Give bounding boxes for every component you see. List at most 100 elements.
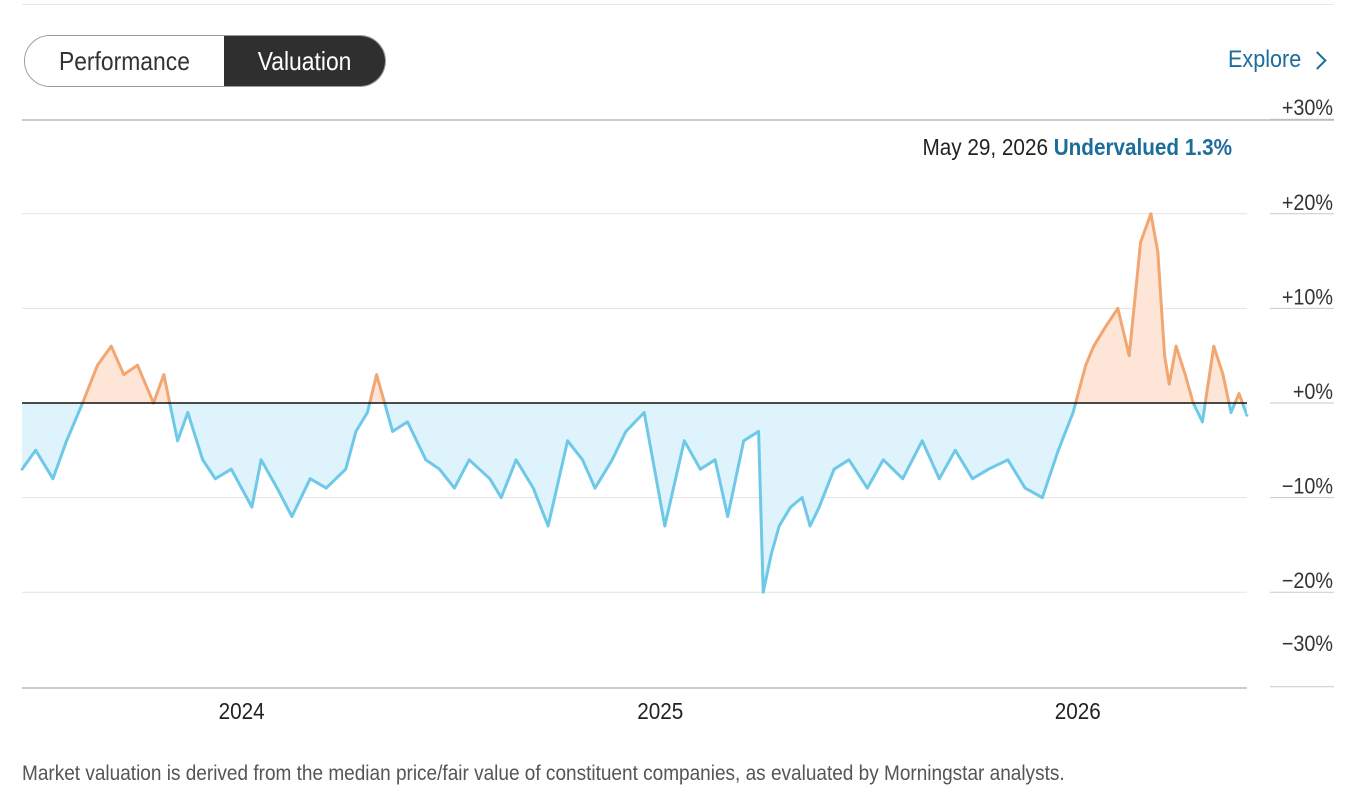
data-point bbox=[20, 467, 24, 471]
data-point bbox=[1139, 240, 1142, 244]
data-point bbox=[366, 411, 369, 414]
data-point bbox=[832, 467, 836, 471]
data-point bbox=[1212, 344, 1216, 348]
data-point bbox=[1071, 411, 1075, 414]
y-tick-label: −10% bbox=[1282, 475, 1333, 499]
data-point bbox=[761, 590, 765, 594]
valuation-chart: +30% +20% +10% +0% −10% −20% −30% 2024 2025 2026 M… bbox=[20, 96, 1334, 724]
data-point bbox=[1221, 373, 1225, 376]
data-point bbox=[1156, 250, 1160, 254]
data-point bbox=[424, 458, 428, 462]
data-point bbox=[726, 515, 730, 518]
data-point bbox=[1183, 373, 1187, 376]
data-point bbox=[1174, 344, 1178, 348]
y-tick-label: −30% bbox=[1282, 632, 1333, 656]
top-divider bbox=[22, 4, 1334, 5]
data-point bbox=[847, 458, 851, 462]
data-point bbox=[1092, 344, 1096, 348]
data-point bbox=[1056, 448, 1060, 452]
data-point bbox=[136, 363, 139, 367]
data-point bbox=[51, 477, 55, 481]
data-point bbox=[682, 439, 686, 443]
data-point bbox=[375, 373, 378, 376]
readout-status: Undervalued 1.3% bbox=[1054, 134, 1232, 160]
y-tick-label: +20% bbox=[1282, 191, 1333, 215]
data-point bbox=[406, 420, 409, 424]
data-point bbox=[1245, 413, 1249, 417]
data-point bbox=[1163, 354, 1166, 358]
data-point bbox=[1084, 363, 1088, 367]
explore-link[interactable]: Explore bbox=[1228, 46, 1328, 74]
data-point bbox=[742, 439, 746, 443]
data-point bbox=[769, 553, 773, 556]
x-tick-label: 2024 bbox=[219, 698, 265, 724]
data-point bbox=[581, 458, 584, 462]
data-point bbox=[971, 477, 974, 481]
data-point bbox=[1006, 458, 1010, 462]
data-point bbox=[937, 477, 941, 481]
data-point bbox=[34, 448, 38, 452]
tab-performance[interactable]: Performance bbox=[25, 36, 224, 86]
data-point bbox=[642, 411, 646, 414]
data-point bbox=[65, 439, 68, 443]
footnote: Market valuation is derived from the med… bbox=[22, 762, 1065, 785]
data-point bbox=[109, 344, 113, 348]
y-tick-label: +30% bbox=[1282, 96, 1333, 120]
y-tick-label: +0% bbox=[1293, 380, 1333, 404]
tab-performance-label: Performance bbox=[58, 45, 190, 76]
data-point bbox=[453, 486, 456, 490]
data-point bbox=[1023, 486, 1027, 490]
y-tick-label: −20% bbox=[1282, 569, 1333, 593]
data-point bbox=[186, 411, 190, 414]
data-point bbox=[865, 486, 869, 490]
data-point bbox=[467, 458, 471, 462]
data-point bbox=[122, 373, 126, 376]
data-point bbox=[1103, 325, 1107, 329]
data-point bbox=[777, 524, 781, 528]
tab-valuation-label: Valuation bbox=[257, 45, 352, 76]
data-point bbox=[344, 467, 348, 471]
data-point bbox=[757, 430, 760, 433]
data-point bbox=[201, 458, 205, 462]
data-point bbox=[546, 524, 550, 528]
data-point bbox=[593, 486, 597, 490]
date-status-readout: May 29, 2026 Undervalued 1.3% bbox=[923, 134, 1232, 160]
data-point bbox=[308, 477, 312, 481]
data-point bbox=[250, 505, 254, 509]
explore-label: Explore bbox=[1228, 46, 1302, 73]
data-point bbox=[789, 505, 792, 509]
data-point bbox=[213, 477, 217, 481]
data-point bbox=[1201, 420, 1204, 424]
data-point bbox=[663, 524, 667, 528]
data-point bbox=[176, 439, 180, 443]
data-point bbox=[96, 363, 99, 367]
data-point bbox=[324, 486, 328, 490]
x-tick-label: 2026 bbox=[1055, 698, 1101, 724]
data-point bbox=[800, 496, 804, 499]
data-point bbox=[229, 467, 233, 471]
data-point bbox=[953, 448, 957, 452]
data-point bbox=[713, 458, 717, 462]
data-point bbox=[817, 505, 821, 509]
data-point bbox=[290, 515, 294, 518]
data-point bbox=[438, 467, 441, 471]
data-point bbox=[1229, 411, 1233, 414]
data-point bbox=[514, 458, 518, 462]
data-point bbox=[1116, 307, 1120, 310]
data-point bbox=[610, 458, 614, 462]
data-point bbox=[920, 439, 924, 443]
readout-date: May 29, 2026 bbox=[923, 134, 1054, 160]
data-point bbox=[275, 486, 279, 490]
undervalued-area bbox=[22, 403, 1247, 593]
data-point bbox=[566, 439, 569, 443]
data-point bbox=[881, 458, 885, 462]
data-point bbox=[1237, 392, 1241, 395]
data-point bbox=[1040, 496, 1044, 499]
data-point bbox=[354, 430, 358, 433]
data-point bbox=[391, 430, 394, 433]
tab-valuation[interactable]: Valuation bbox=[223, 36, 385, 86]
y-tick-label: +10% bbox=[1282, 285, 1333, 309]
data-point bbox=[1149, 212, 1153, 216]
data-point bbox=[698, 467, 702, 471]
view-toggle: Performance Valuation bbox=[24, 35, 386, 87]
